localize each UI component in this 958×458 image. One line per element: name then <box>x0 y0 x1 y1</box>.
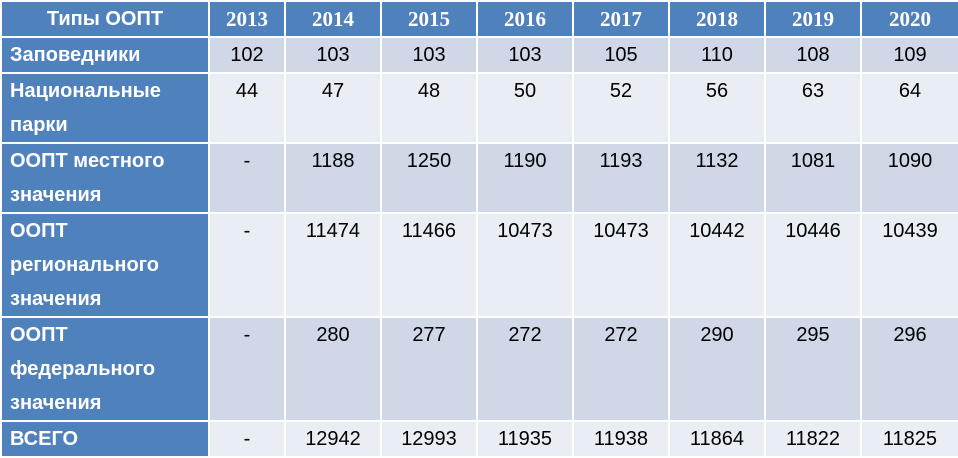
header-year: 2016 <box>476 0 574 38</box>
cell-value: 44 <box>208 72 286 144</box>
table-row: ООПТ местного значения -1188 1250 1190 1193 1… <box>0 142 958 214</box>
cell-value: 272 <box>572 316 670 422</box>
header-year: 2013 <box>208 0 286 38</box>
table-row: ООПТ регионального значения -11474 11466 10… <box>0 212 958 318</box>
table-row: Национальные парки 44 47 48 50 52 56 63 64 <box>0 72 958 144</box>
cell-value: 103 <box>284 36 382 74</box>
table-row: ООПТ федерального значения -280 277 272 272 2… <box>0 316 958 422</box>
cell-value: 50 <box>476 72 574 144</box>
row-label: ВСЕГО <box>0 420 210 458</box>
cell-value: 109 <box>860 36 958 74</box>
cell-value: 290 <box>668 316 766 422</box>
cell-value: 1188 <box>284 142 382 214</box>
cell-value: 295 <box>764 316 862 422</box>
cell-value: 280 <box>284 316 382 422</box>
cell-value: 11864 <box>668 420 766 458</box>
header-year: 2020 <box>860 0 958 38</box>
table-row: Заповедники 102 103 103 103 105 110 108 109 <box>0 36 958 74</box>
cell-value: 11822 <box>764 420 862 458</box>
cell-value: 103 <box>380 36 478 74</box>
cell-value: 12942 <box>284 420 382 458</box>
cell-value: - <box>208 420 286 458</box>
row-label: Заповедники <box>0 36 210 74</box>
row-label: ООПТ местного значения <box>0 142 210 214</box>
header-row: Типы ООПТ 2013 2014 2015 2016 2017 2018 2019 202… <box>0 0 958 38</box>
cell-value: 12993 <box>380 420 478 458</box>
header-year: 2018 <box>668 0 766 38</box>
cell-value: 1250 <box>380 142 478 214</box>
cell-value: 11474 <box>284 212 382 318</box>
row-label: ООПТ федерального значения <box>0 316 210 422</box>
header-year: 2017 <box>572 0 670 38</box>
cell-value: 47 <box>284 72 382 144</box>
cell-value: 10473 <box>572 212 670 318</box>
cell-value: 10446 <box>764 212 862 318</box>
cell-value: 277 <box>380 316 478 422</box>
cell-value: 103 <box>476 36 574 74</box>
cell-value: 296 <box>860 316 958 422</box>
row-label: Национальные парки <box>0 72 210 144</box>
cell-value: 272 <box>476 316 574 422</box>
cell-value: 11938 <box>572 420 670 458</box>
cell-value: 110 <box>668 36 766 74</box>
cell-value: 10473 <box>476 212 574 318</box>
cell-value: 10439 <box>860 212 958 318</box>
cell-value: 1193 <box>572 142 670 214</box>
cell-value: - <box>208 316 286 422</box>
cell-value: 11935 <box>476 420 574 458</box>
cell-value: 10442 <box>668 212 766 318</box>
cell-value: 1081 <box>764 142 862 214</box>
cell-value: 1190 <box>476 142 574 214</box>
cell-value: 1090 <box>860 142 958 214</box>
header-year: 2014 <box>284 0 382 38</box>
cell-value: 11825 <box>860 420 958 458</box>
cell-value: 52 <box>572 72 670 144</box>
cell-value: - <box>208 142 286 214</box>
header-year: 2019 <box>764 0 862 38</box>
cell-value: 108 <box>764 36 862 74</box>
cell-value: 1132 <box>668 142 766 214</box>
cell-value: 64 <box>860 72 958 144</box>
header-label: Типы ООПТ <box>0 0 210 38</box>
cell-value: 56 <box>668 72 766 144</box>
cell-value: 105 <box>572 36 670 74</box>
header-year: 2015 <box>380 0 478 38</box>
table-body: Заповедники 102 103 103 103 105 110 108 109 Нацио… <box>0 36 958 458</box>
cell-value: 11466 <box>380 212 478 318</box>
table-row: ВСЕГО -12942 12993 11935 11938 11864 11822 1182… <box>0 420 958 458</box>
row-label: ООПТ регионального значения <box>0 212 210 318</box>
cell-value: 102 <box>208 36 286 74</box>
cell-value: 48 <box>380 72 478 144</box>
cell-value: 63 <box>764 72 862 144</box>
cell-value: - <box>208 212 286 318</box>
